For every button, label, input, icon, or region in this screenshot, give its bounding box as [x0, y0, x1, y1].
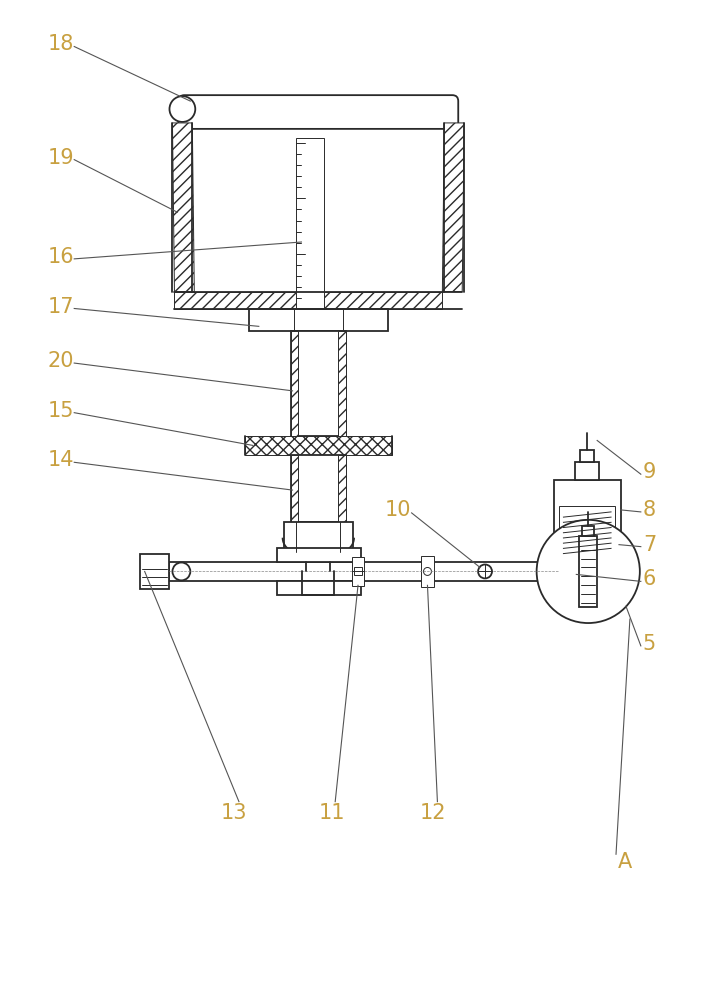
- Bar: [291, 331, 346, 436]
- Text: 10: 10: [385, 500, 411, 520]
- FancyBboxPatch shape: [178, 95, 459, 129]
- Bar: [554, 480, 621, 560]
- Bar: [277, 581, 361, 595]
- Polygon shape: [443, 123, 464, 292]
- Bar: [338, 331, 346, 436]
- Text: 12: 12: [420, 803, 446, 823]
- Bar: [174, 292, 443, 309]
- Bar: [580, 450, 594, 462]
- Bar: [420, 556, 435, 587]
- Bar: [579, 536, 597, 607]
- Bar: [559, 558, 576, 585]
- Text: 8: 8: [643, 500, 656, 520]
- Bar: [575, 462, 599, 480]
- Text: 14: 14: [48, 450, 74, 470]
- Text: 9: 9: [643, 462, 656, 482]
- Text: 13: 13: [221, 803, 247, 823]
- Bar: [283, 522, 353, 552]
- Text: 15: 15: [48, 401, 74, 421]
- Circle shape: [169, 96, 195, 122]
- Bar: [354, 567, 362, 575]
- Text: 19: 19: [48, 148, 74, 168]
- Text: 18: 18: [48, 34, 74, 54]
- Text: 16: 16: [48, 247, 74, 267]
- Text: A: A: [618, 852, 632, 872]
- Bar: [291, 331, 298, 436]
- Bar: [245, 436, 392, 455]
- Circle shape: [423, 567, 431, 575]
- Circle shape: [478, 564, 492, 578]
- Text: 17: 17: [48, 297, 74, 317]
- Bar: [352, 557, 364, 586]
- Bar: [249, 309, 388, 331]
- Bar: [291, 455, 298, 522]
- Circle shape: [580, 564, 596, 579]
- Bar: [338, 455, 346, 522]
- Text: 6: 6: [643, 569, 656, 589]
- Polygon shape: [172, 123, 194, 292]
- Text: 20: 20: [48, 351, 74, 371]
- Bar: [302, 552, 335, 571]
- Bar: [169, 562, 559, 581]
- Bar: [140, 554, 169, 589]
- Bar: [559, 506, 615, 556]
- Circle shape: [172, 563, 190, 580]
- Text: 5: 5: [643, 634, 656, 654]
- Bar: [277, 548, 361, 562]
- Text: 11: 11: [319, 803, 345, 823]
- Bar: [296, 138, 324, 314]
- Text: 7: 7: [643, 535, 656, 555]
- Circle shape: [536, 520, 640, 623]
- Bar: [291, 455, 346, 522]
- Bar: [583, 526, 594, 536]
